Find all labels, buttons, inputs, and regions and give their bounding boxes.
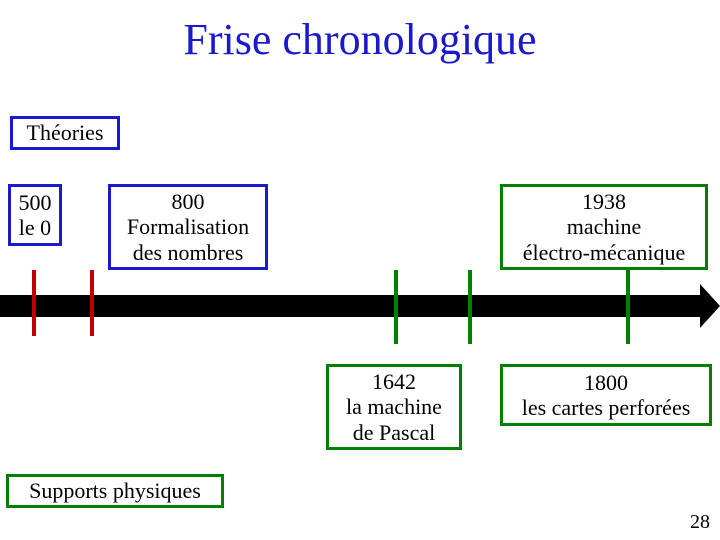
category-top-box: Théories (10, 116, 120, 150)
slide-stage: Frise chronologique Théories 500le 0 800… (0, 0, 720, 540)
timeline-arrow-body (0, 295, 700, 317)
event-box-t500: 500le 0 (8, 184, 62, 246)
page-number: 28 (690, 511, 710, 534)
event-label: 1800les cartes perforées (522, 370, 691, 421)
event-box-t1938: 1938machineélectro-mécanique (500, 184, 708, 270)
tick-t1938 (626, 270, 630, 344)
event-label: 800Formalisationdes nombres (127, 189, 249, 265)
tick-b1642 (394, 270, 398, 344)
timeline-arrow-head (700, 284, 720, 328)
category-bottom-box: Supports physiques (6, 474, 224, 508)
event-box-b1642: 1642la machinede Pascal (326, 364, 462, 450)
event-label: 1938machineélectro-mécanique (523, 189, 685, 265)
event-label: 500le 0 (19, 190, 52, 241)
page-title: Frise chronologique (0, 14, 720, 65)
event-box-b1800: 1800les cartes perforées (500, 364, 712, 426)
event-label: 1642la machinede Pascal (346, 369, 442, 445)
tick-t500 (32, 270, 36, 336)
tick-t800 (90, 270, 94, 336)
event-box-t800: 800Formalisationdes nombres (108, 184, 268, 270)
tick-b1800 (468, 270, 472, 344)
